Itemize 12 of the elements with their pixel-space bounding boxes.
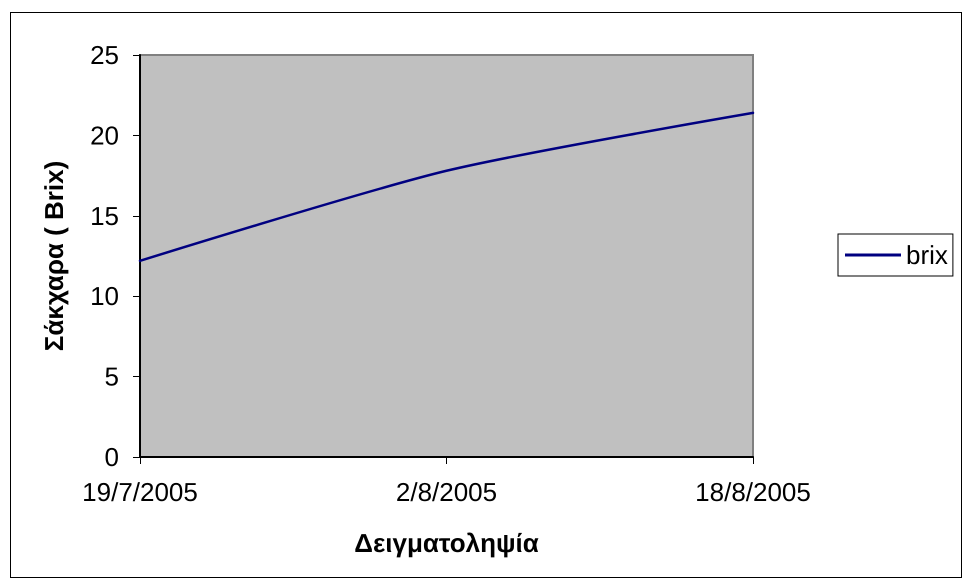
x-tick-label: 19/7/2005 bbox=[82, 477, 198, 507]
legend-label: brix bbox=[906, 240, 948, 270]
y-axis-title: Σάκχαρα ( Brix) bbox=[39, 160, 69, 352]
y-tick-label: 0 bbox=[104, 442, 119, 472]
y-tick-label: 25 bbox=[90, 40, 119, 70]
y-tick-label: 10 bbox=[90, 281, 119, 312]
y-tick-label: 5 bbox=[104, 362, 119, 392]
y-tick-label: 15 bbox=[90, 200, 119, 231]
x-tick-label: 18/8/2005 bbox=[695, 477, 811, 507]
x-axis-title: Δειγματοληψία bbox=[354, 528, 539, 558]
y-tick-label: 20 bbox=[90, 120, 119, 150]
x-tick-label: 2/8/2005 bbox=[396, 477, 498, 507]
